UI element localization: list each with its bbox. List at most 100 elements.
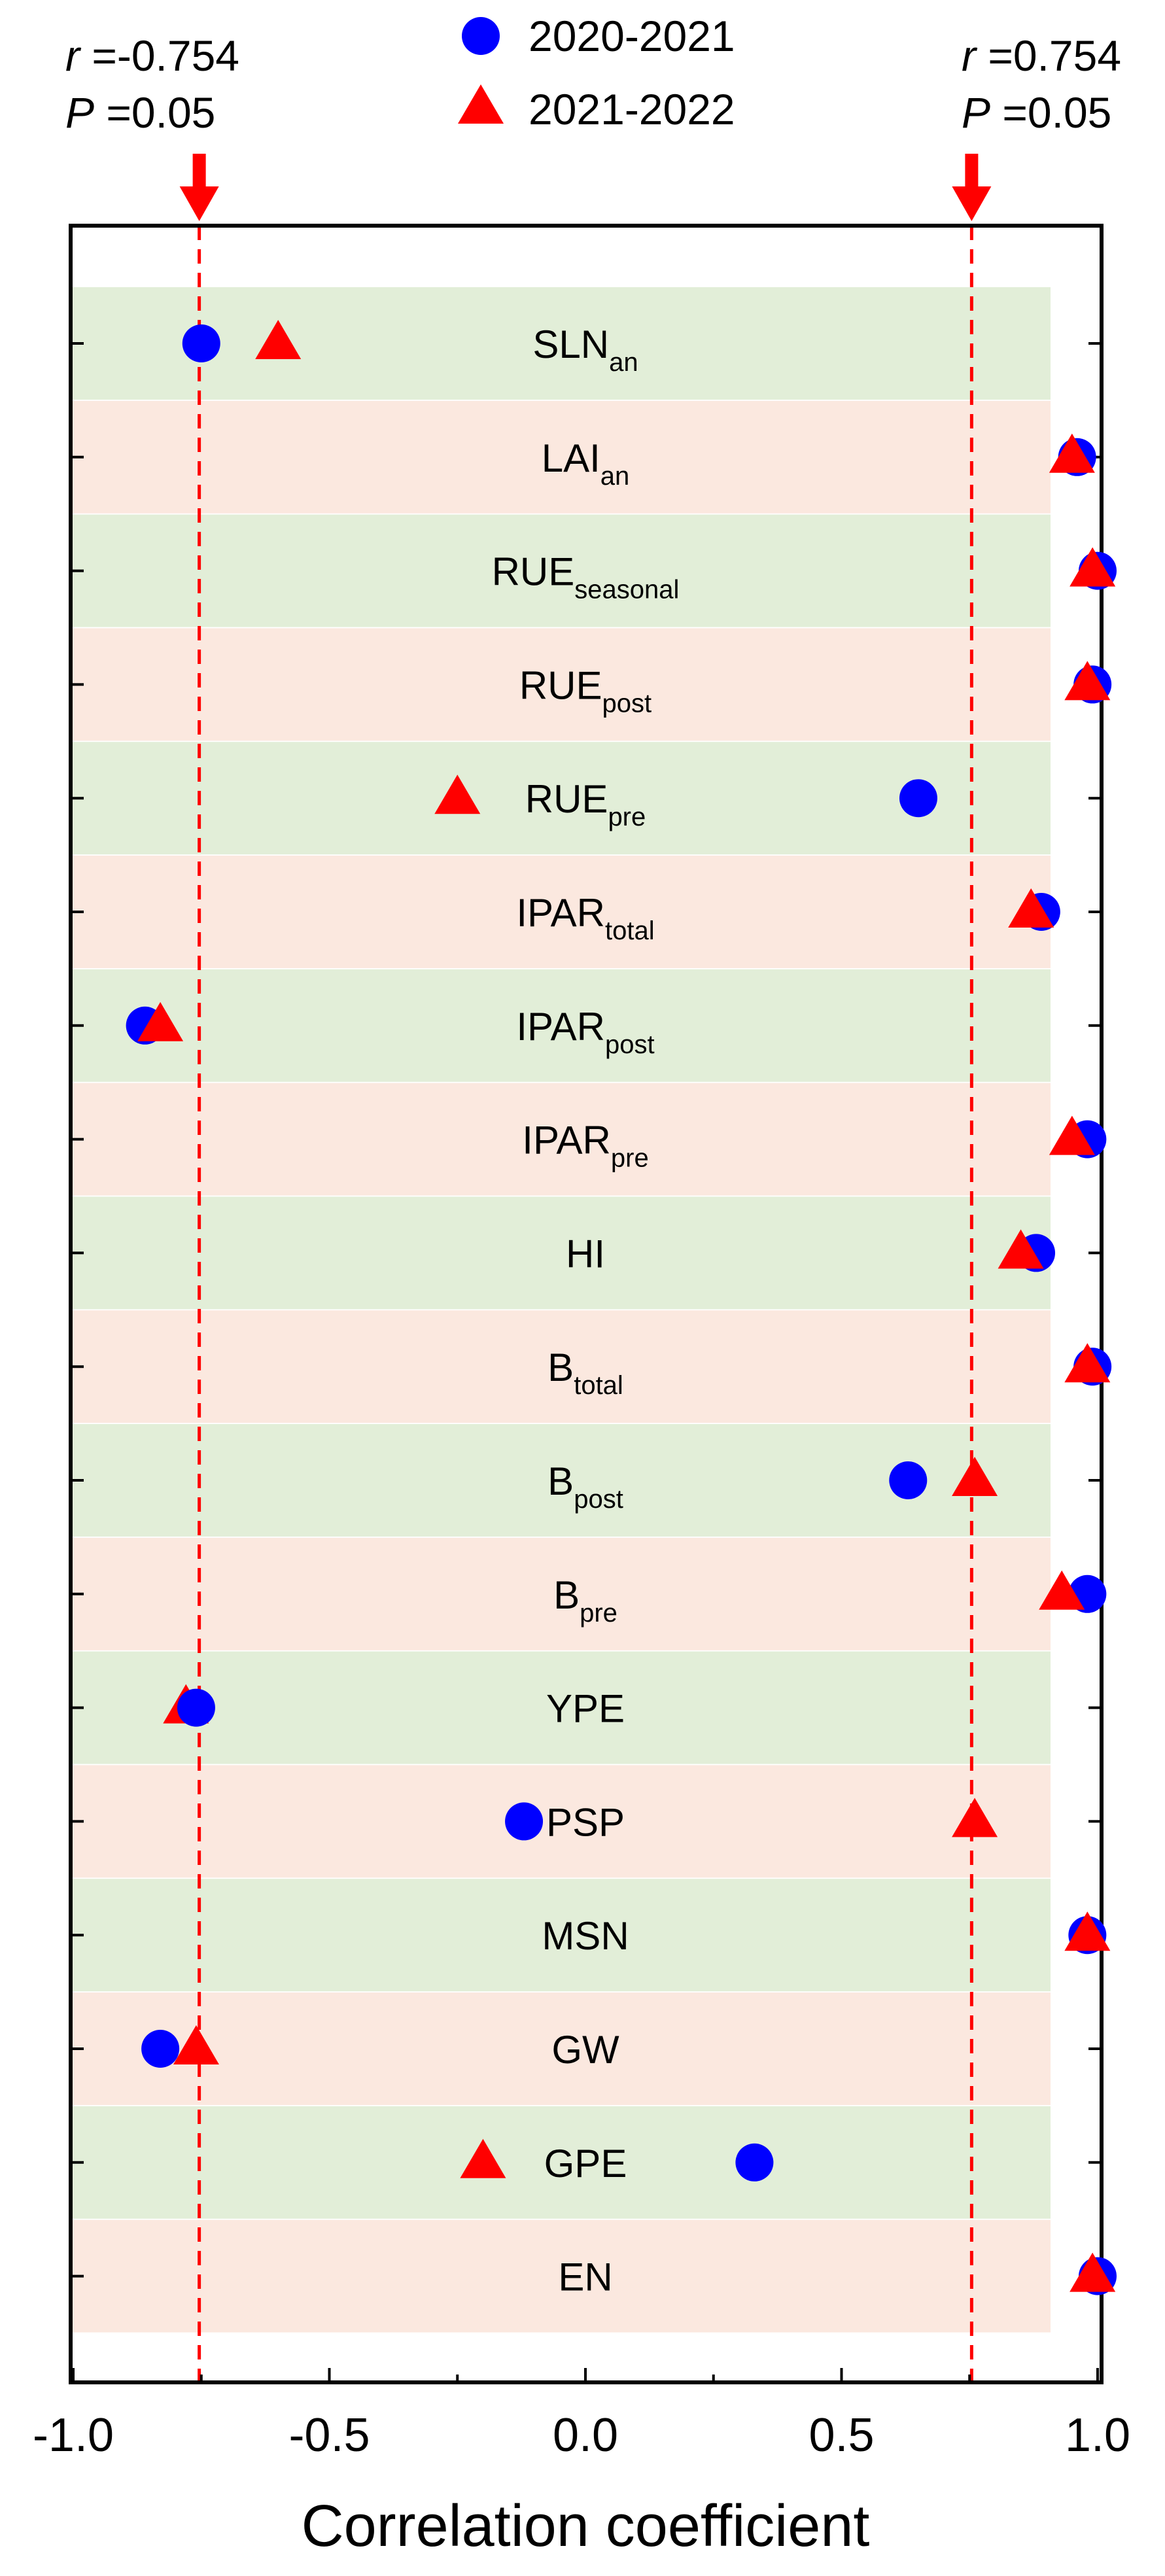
row-label-main: B	[548, 1346, 574, 1389]
threshold-p-label: P =0.05	[962, 88, 1111, 137]
row-label: GPE	[544, 2142, 627, 2185]
legend-label-2021-2022: 2021-2022	[529, 85, 735, 133]
row-label-subscript: seasonal	[574, 576, 679, 604]
row-label-main: GPE	[544, 2142, 627, 2185]
row-band	[72, 1537, 1051, 1650]
threshold-arrow-shaft	[192, 154, 206, 190]
marker-2020-2021	[177, 1688, 215, 1727]
marker-2020-2021	[889, 1461, 928, 1499]
threshold-arrow-head	[179, 186, 219, 221]
marker-2021-2022	[1049, 433, 1095, 473]
row-band	[72, 514, 1051, 627]
marker-2021-2022	[952, 1457, 998, 1496]
marker-2020-2021	[735, 2143, 774, 2182]
marker-2021-2022	[1039, 1570, 1085, 1610]
marker-2020-2021	[141, 2030, 180, 2068]
row-label-main: RUE	[525, 777, 608, 821]
marker-2021-2022	[1069, 547, 1116, 587]
row-label: RUEseasonal	[492, 550, 680, 604]
threshold-r-label: r =-0.754	[65, 31, 239, 80]
row-bands	[72, 287, 1051, 2333]
row-label: PSP	[546, 1800, 625, 1844]
threshold-r-label: r =0.754	[962, 31, 1121, 80]
row-label: IPARtotal	[516, 891, 654, 945]
row-band	[72, 2106, 1051, 2219]
row-label: GW	[551, 2028, 619, 2072]
row-label-main: SLN	[532, 322, 609, 366]
row-label-main: RUE	[519, 663, 602, 707]
row-band	[72, 1879, 1051, 1992]
marker-2021-2022	[1069, 2252, 1116, 2292]
row-label-subscript: pre	[580, 1599, 617, 1627]
row-label-main: YPE	[546, 1687, 625, 1731]
marker-2021-2022	[1064, 661, 1111, 701]
row-label-main: RUE	[492, 550, 575, 594]
legend-circle-icon	[462, 17, 500, 55]
row-band	[72, 1651, 1051, 1764]
marker-2021-2022	[952, 1798, 998, 1837]
x-axis: -1.0 -0.5 0.0 0.5 1.0 Correlation coefficient	[33, 2368, 1130, 2559]
marker-2020-2021	[899, 779, 937, 818]
row-label: IPARpost	[516, 1005, 654, 1059]
row-label: RUEpre	[525, 777, 646, 831]
row-label-main: IPAR	[516, 1005, 605, 1049]
row-label-main: B	[553, 1573, 580, 1617]
row-label: RUEpost	[519, 663, 652, 718]
row-band	[72, 1993, 1051, 2105]
legend-label-2020-2021: 2020-2021	[529, 12, 735, 60]
row-label-main: IPAR	[522, 1119, 611, 1162]
marker-2021-2022	[1049, 1115, 1095, 1155]
row-labels: SLNanLAIanRUEseasonalRUEpostRUEpreIPARto…	[492, 322, 680, 2299]
row-band	[72, 400, 1051, 513]
marker-2021-2022	[1064, 1911, 1111, 1951]
row-label-subscript: total	[605, 916, 655, 945]
row-band	[72, 969, 1051, 1082]
marker-2021-2022	[1064, 1343, 1111, 1383]
marker-2021-2022	[255, 320, 302, 359]
legend: 2020-2021 2021-2022	[458, 12, 735, 133]
marker-2020-2021	[182, 324, 220, 362]
row-label-subscript: post	[602, 689, 652, 718]
row-label: YPE	[546, 1687, 625, 1731]
row-band	[72, 1196, 1051, 1310]
row-band	[72, 742, 1051, 855]
data-markers	[126, 320, 1117, 2295]
x-tick-label: 1.0	[1065, 2409, 1130, 2462]
marker-2021-2022	[1008, 888, 1054, 928]
row-label-subscript: pre	[608, 803, 646, 831]
row-label-main: MSN	[542, 1914, 629, 1958]
row-label: Btotal	[548, 1346, 623, 1400]
row-label-subscript: post	[574, 1485, 623, 1514]
threshold-annotations: r =-0.754 P =0.05 r =0.754 P =0.05	[65, 31, 1121, 221]
row-label-main: EN	[558, 2255, 612, 2299]
row-label: MSN	[542, 1914, 629, 1958]
r-value: =0.754	[976, 31, 1121, 80]
marker-2021-2022	[998, 1229, 1044, 1269]
p-symbol: P	[962, 88, 990, 137]
marker-2020-2021	[505, 1802, 544, 1841]
row-band	[72, 1424, 1051, 1537]
row-label-subscript: an	[609, 348, 638, 377]
x-axis-title: Correlation coefficient	[302, 2494, 870, 2559]
x-tick-label: -0.5	[288, 2409, 370, 2462]
x-tick-label: 0.5	[809, 2409, 874, 2462]
row-label-main: IPAR	[516, 891, 605, 935]
row-band	[72, 1765, 1051, 1878]
row-label-main: GW	[551, 2028, 619, 2072]
x-tick-label: 0.0	[553, 2409, 618, 2462]
row-band	[72, 628, 1051, 741]
row-band	[72, 2219, 1051, 2333]
marker-2021-2022	[173, 2025, 219, 2064]
row-label: Bpost	[548, 1459, 623, 1514]
marker-2021-2022	[137, 1001, 184, 1041]
row-label: HI	[566, 1232, 605, 1276]
row-label-main: LAI	[542, 436, 600, 480]
row-band	[72, 1310, 1051, 1423]
row-label-main: HI	[566, 1232, 605, 1276]
row-label-subscript: an	[600, 462, 630, 491]
row-label-subscript: pre	[611, 1144, 649, 1173]
threshold-p-label: P =0.05	[65, 88, 215, 137]
row-label: SLNan	[532, 322, 638, 377]
marker-2021-2022	[460, 2138, 506, 2178]
row-label: IPARpre	[522, 1119, 648, 1173]
